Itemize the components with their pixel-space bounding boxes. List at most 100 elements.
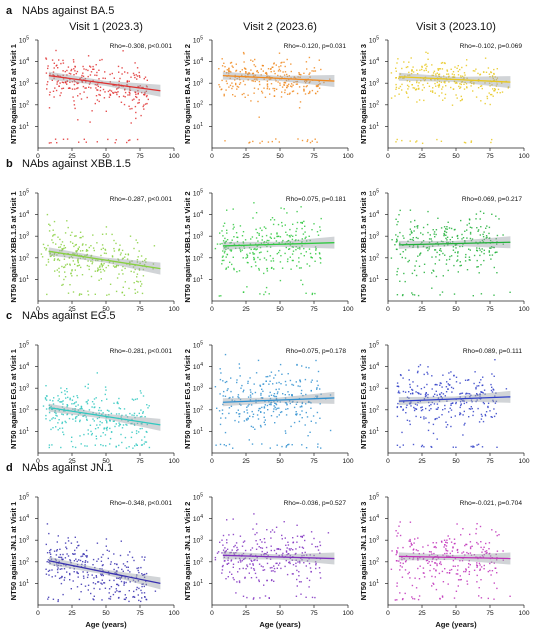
data-point — [78, 559, 80, 561]
data-point — [216, 552, 219, 554]
data-point — [76, 560, 78, 563]
data-point — [53, 77, 55, 79]
stat-annotation: Rho=-0.120, p=0.031 — [284, 43, 347, 50]
data-point — [258, 116, 260, 118]
data-point — [125, 581, 127, 584]
data-point — [77, 87, 79, 89]
data-point — [284, 82, 287, 84]
data-point — [301, 552, 303, 554]
data-point — [487, 406, 489, 409]
data-point — [142, 583, 144, 585]
data-point — [136, 96, 138, 99]
data-point — [492, 88, 494, 90]
data-point — [214, 386, 217, 388]
data-point — [402, 294, 404, 296]
data-point — [225, 248, 227, 251]
data-point — [140, 285, 142, 287]
data-point — [267, 409, 269, 411]
data-point — [56, 565, 58, 567]
data-point — [133, 595, 135, 598]
data-point — [316, 388, 318, 390]
data-point — [134, 91, 137, 94]
confidence-band — [48, 556, 161, 590]
data-point — [120, 575, 123, 577]
data-point — [476, 385, 478, 387]
data-point — [289, 379, 292, 382]
y-tick-exponent: 3 — [26, 232, 29, 238]
data-point — [98, 416, 100, 419]
data-point — [401, 598, 404, 601]
row-title-d: NAbs against JN.1 — [22, 462, 113, 474]
data-point — [134, 105, 137, 108]
x-tick-label: 100 — [342, 610, 353, 617]
data-point — [132, 579, 135, 581]
data-point — [424, 393, 427, 396]
data-point — [144, 76, 147, 78]
data-point — [490, 416, 492, 418]
data-point — [417, 392, 419, 394]
data-point — [471, 545, 473, 547]
data-point — [143, 104, 145, 106]
data-point — [268, 597, 270, 599]
data-point — [470, 239, 473, 242]
data-point — [309, 401, 311, 403]
data-point — [296, 265, 298, 267]
data-point — [130, 423, 132, 425]
data-point — [479, 569, 481, 571]
data-point — [259, 246, 262, 249]
data-point — [232, 208, 234, 210]
data-point — [487, 597, 489, 600]
data-point — [448, 258, 451, 261]
data-point — [250, 567, 253, 569]
data-point — [300, 279, 302, 281]
data-point — [249, 252, 251, 254]
data-point — [48, 411, 51, 414]
data-point — [49, 562, 51, 564]
data-point — [69, 241, 72, 243]
data-point — [410, 393, 412, 395]
data-point — [65, 82, 67, 84]
data-point — [449, 378, 451, 380]
data-point — [457, 551, 459, 554]
data-point — [416, 227, 419, 229]
data-point — [286, 241, 288, 243]
data-point — [49, 224, 51, 227]
row-letter-c: c — [6, 310, 12, 322]
data-point — [509, 595, 511, 597]
data-point — [275, 403, 278, 406]
data-point — [126, 72, 129, 74]
data-point — [114, 591, 116, 593]
data-point — [396, 582, 398, 584]
data-point — [455, 376, 458, 378]
data-point — [410, 230, 412, 232]
data-point — [144, 103, 147, 105]
data-point — [309, 431, 311, 433]
data-point — [265, 376, 267, 378]
y-tick-label: 103 — [193, 232, 203, 241]
data-point — [116, 590, 118, 592]
data-point — [252, 564, 254, 566]
point-cloud — [390, 521, 511, 601]
data-point — [90, 260, 92, 262]
data-point — [440, 240, 443, 242]
data-point — [148, 446, 151, 449]
data-point — [261, 550, 263, 553]
data-point — [459, 413, 461, 416]
x-tick-label: 0 — [36, 610, 40, 617]
y-tick-label: 101 — [369, 579, 379, 588]
data-point — [263, 293, 265, 296]
x-tick-label: 50 — [452, 153, 460, 160]
data-point — [57, 567, 59, 569]
data-point — [145, 572, 148, 575]
x-tick-label: 75 — [136, 153, 144, 160]
data-point — [77, 260, 79, 262]
data-point — [61, 250, 63, 252]
data-point — [74, 420, 77, 422]
y-tick-label: 102 — [369, 100, 379, 109]
data-point — [251, 80, 253, 82]
data-point — [431, 585, 433, 587]
data-point — [106, 429, 108, 431]
data-point — [490, 561, 493, 563]
data-point — [61, 406, 64, 408]
data-point — [101, 564, 104, 567]
